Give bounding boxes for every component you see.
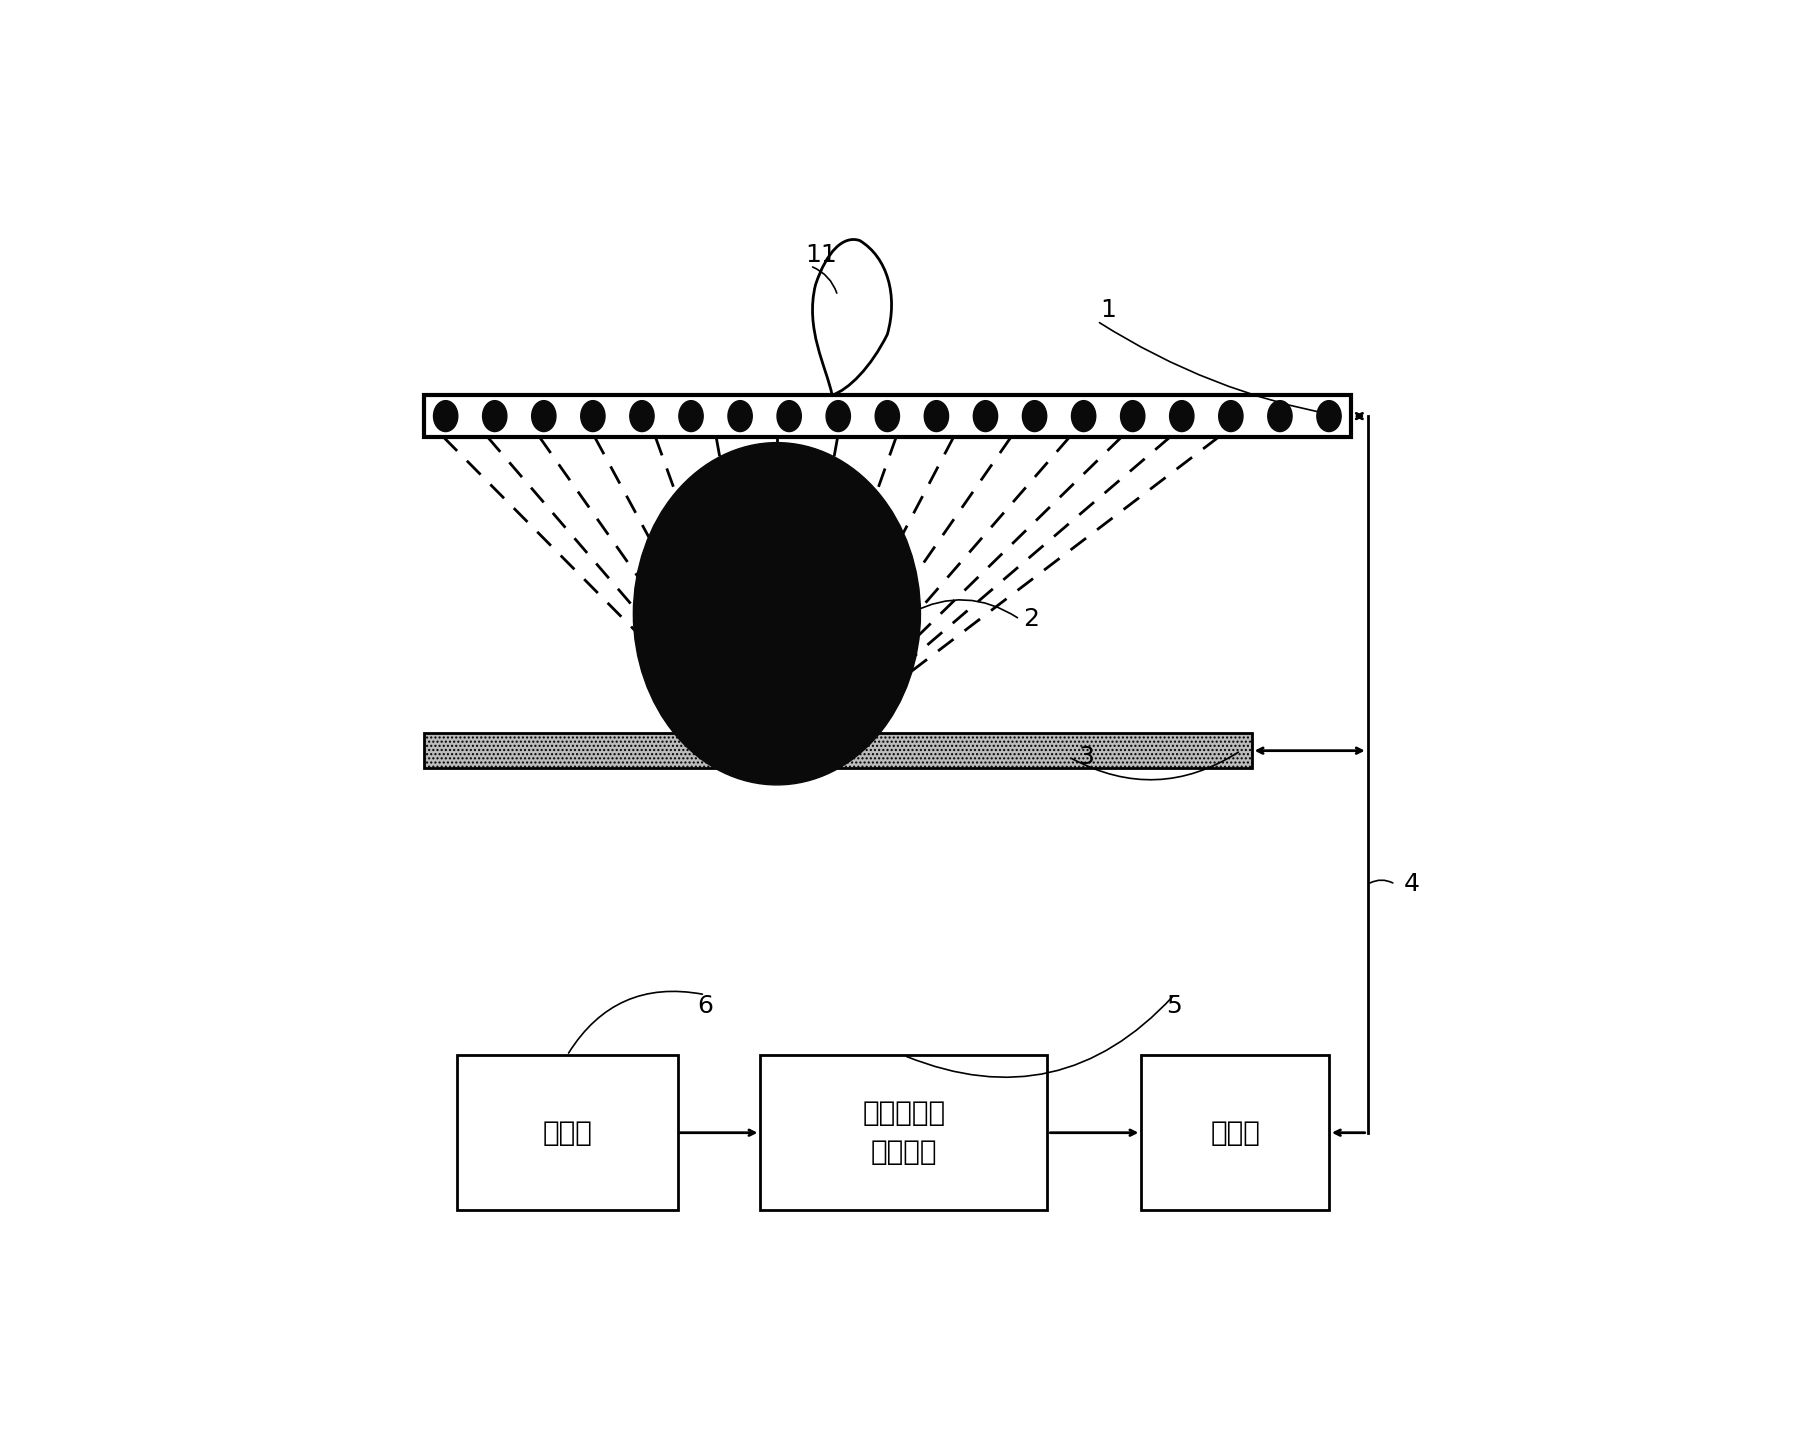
Bar bbox=[424, 396, 1351, 437]
Ellipse shape bbox=[1121, 400, 1144, 432]
Bar bbox=[760, 1055, 1047, 1210]
Ellipse shape bbox=[727, 400, 753, 432]
Text: 6: 6 bbox=[697, 994, 713, 1018]
Ellipse shape bbox=[826, 400, 850, 432]
Text: 显示器: 显示器 bbox=[542, 1119, 593, 1147]
Ellipse shape bbox=[925, 400, 948, 432]
Ellipse shape bbox=[875, 400, 900, 432]
Ellipse shape bbox=[1169, 400, 1194, 432]
Ellipse shape bbox=[679, 400, 704, 432]
Ellipse shape bbox=[1072, 400, 1096, 432]
Ellipse shape bbox=[1268, 400, 1291, 432]
Text: 1: 1 bbox=[1101, 298, 1115, 323]
Text: 层析图像重
建处理器: 层析图像重 建处理器 bbox=[862, 1100, 945, 1166]
Ellipse shape bbox=[532, 400, 557, 432]
Bar bbox=[1140, 1055, 1329, 1210]
Bar bbox=[456, 1055, 677, 1210]
Ellipse shape bbox=[483, 400, 506, 432]
Ellipse shape bbox=[778, 400, 801, 432]
Polygon shape bbox=[763, 727, 790, 763]
Ellipse shape bbox=[1219, 400, 1243, 432]
Ellipse shape bbox=[433, 400, 458, 432]
Ellipse shape bbox=[634, 443, 920, 784]
Ellipse shape bbox=[973, 400, 997, 432]
Ellipse shape bbox=[1316, 400, 1342, 432]
Ellipse shape bbox=[580, 400, 605, 432]
Ellipse shape bbox=[630, 400, 654, 432]
Text: 控制器: 控制器 bbox=[1211, 1119, 1261, 1147]
Text: 4: 4 bbox=[1404, 872, 1421, 896]
Ellipse shape bbox=[1022, 400, 1047, 432]
Text: 5: 5 bbox=[1167, 994, 1182, 1018]
Text: 11: 11 bbox=[805, 242, 837, 267]
Text: 3: 3 bbox=[1078, 746, 1094, 769]
Text: 2: 2 bbox=[1024, 607, 1038, 631]
Bar bbox=[424, 733, 1252, 769]
